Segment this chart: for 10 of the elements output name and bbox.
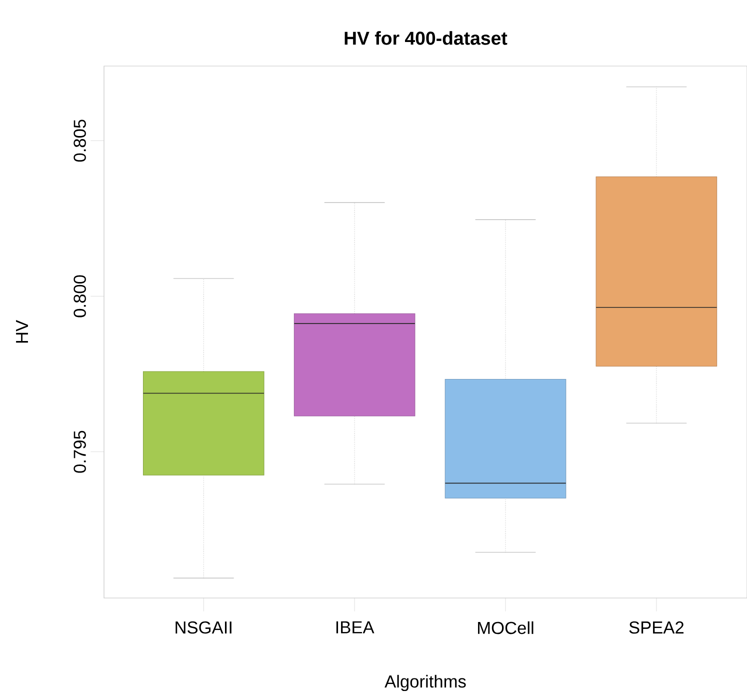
y-tick-label: 0.800 [74, 275, 86, 318]
chart-title: HV for 400-dataset [344, 31, 508, 45]
x-axis-title: Algorithms [384, 674, 466, 692]
y-axis-title: HV [16, 320, 28, 343]
x-tick-label: IBEA [336, 621, 374, 634]
y-tick-label: 0.795 [74, 430, 86, 473]
x-tick-label: SPEA2 [629, 621, 684, 634]
x-tick-label: NSGAII [176, 621, 232, 634]
y-tick-label: 0.805 [74, 120, 86, 162]
x-tick-label: MOCell [478, 621, 534, 634]
